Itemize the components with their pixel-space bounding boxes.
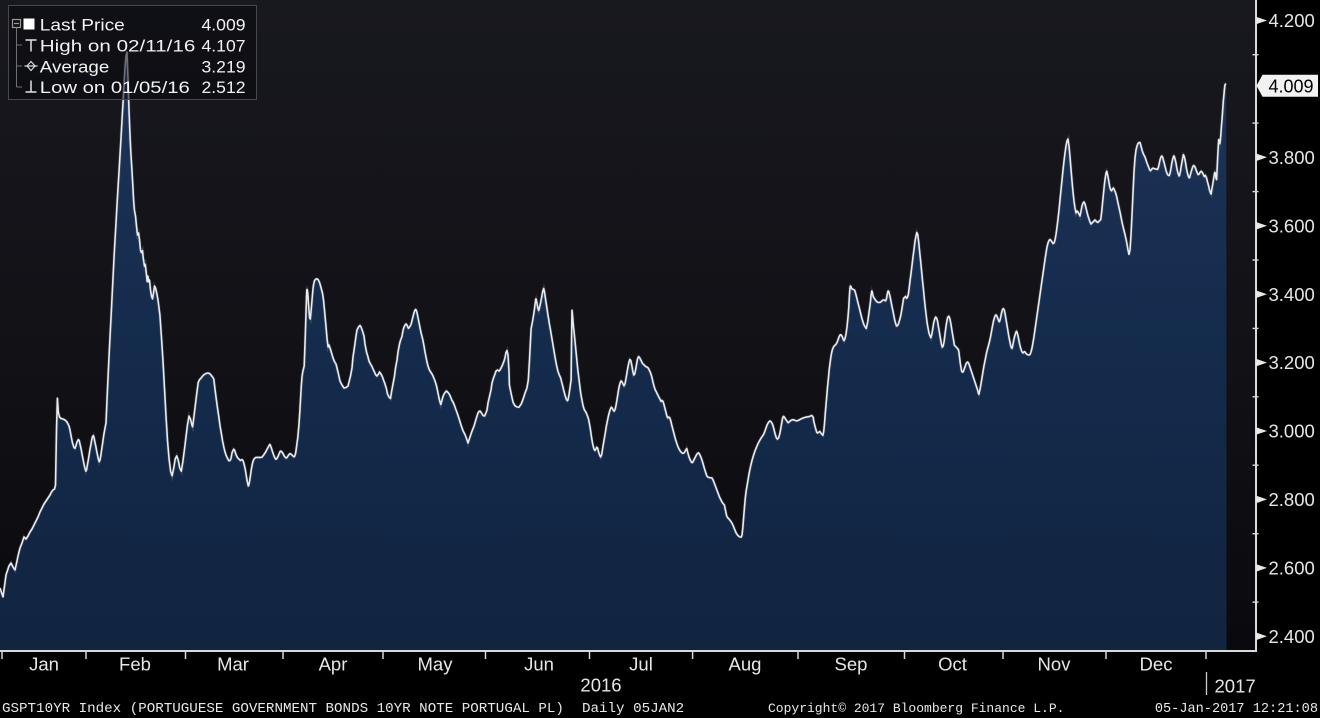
svg-text:Oct: Oct [938,654,967,675]
svg-text:Feb: Feb [119,654,151,675]
svg-text:3.219: 3.219 [202,59,246,77]
svg-text:Jul: Jul [629,654,653,675]
svg-text:Daily 05JAN2: Daily 05JAN2 [582,701,684,717]
svg-text:Copyright© 2017 Bloomberg Fina: Copyright© 2017 Bloomberg Finance L.P. [768,701,1064,716]
svg-text:Jan: Jan [29,654,59,675]
svg-text:05-Jan-2017 12:21:08: 05-Jan-2017 12:21:08 [1155,702,1318,717]
svg-text:3.000: 3.000 [1269,421,1315,442]
svg-text:2.800: 2.800 [1269,489,1315,510]
svg-text:Nov: Nov [1038,654,1072,675]
svg-text:High on 02/11/16: High on 02/11/16 [40,38,196,56]
svg-text:4.009: 4.009 [1269,75,1314,96]
svg-text:Average: Average [40,59,110,77]
svg-text:2.512: 2.512 [202,79,246,97]
svg-text:4.009: 4.009 [202,17,246,35]
svg-text:Mar: Mar [217,654,249,675]
svg-text:GSPT10YR Index (PORTUGUESE GOV: GSPT10YR Index (PORTUGUESE GOVERNMENT BO… [2,701,564,717]
svg-text:Aug: Aug [729,654,762,675]
svg-text:2017: 2017 [1215,676,1256,697]
svg-text:3.400: 3.400 [1269,284,1315,305]
svg-text:Apr: Apr [319,654,348,675]
svg-text:Sep: Sep [835,654,868,675]
svg-text:May: May [418,654,454,675]
svg-text:2.400: 2.400 [1269,626,1315,647]
svg-text:Last Price: Last Price [40,17,125,35]
svg-text:Dec: Dec [1140,654,1173,675]
svg-text:4.107: 4.107 [202,38,246,56]
svg-text:2016: 2016 [580,675,621,696]
svg-text:3.800: 3.800 [1269,147,1315,168]
svg-text:3.600: 3.600 [1269,215,1315,236]
svg-text:Low on 01/05/16: Low on 01/05/16 [40,79,190,97]
svg-text:4.200: 4.200 [1269,10,1315,31]
svg-text:3.200: 3.200 [1269,352,1315,373]
svg-text:2.600: 2.600 [1269,558,1315,579]
svg-text:Jun: Jun [524,654,554,675]
